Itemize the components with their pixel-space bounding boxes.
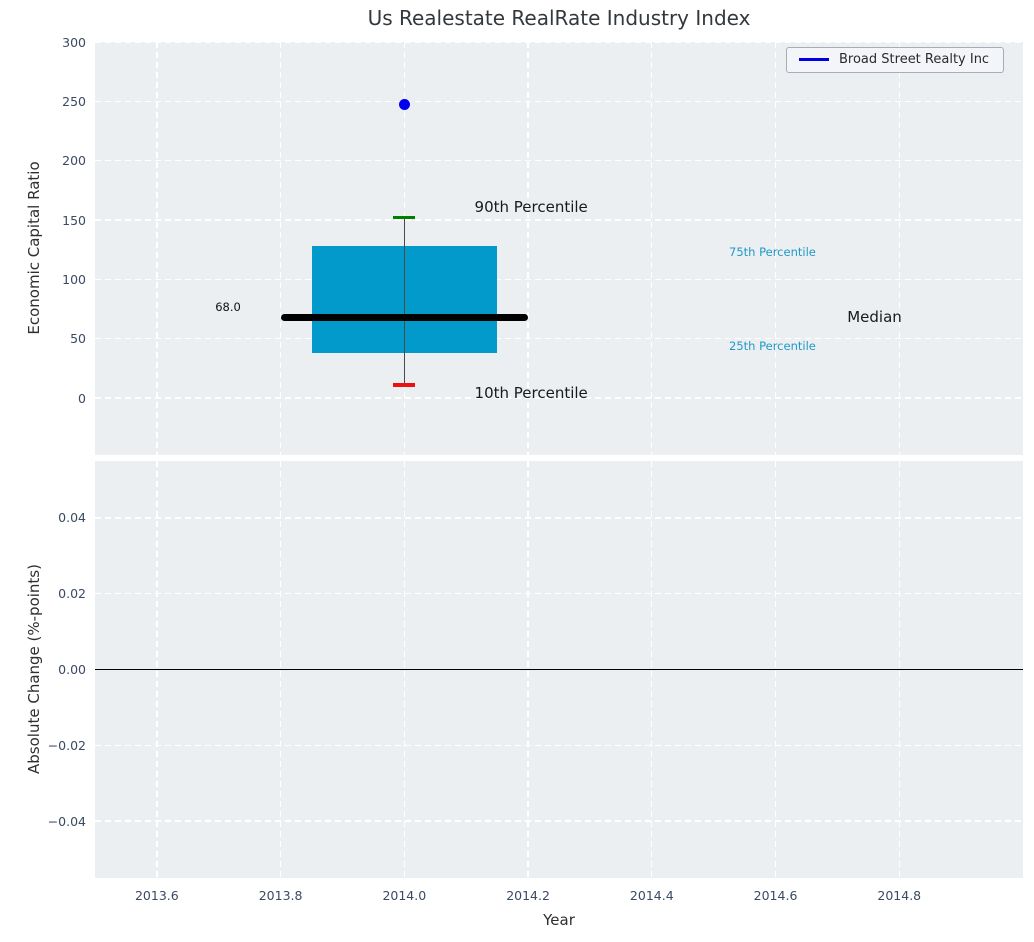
y-tick-label: 0: [78, 390, 86, 406]
x-axis-label: Year: [543, 911, 575, 929]
y-tick-label: 50: [70, 331, 86, 347]
gridline: [651, 42, 653, 455]
top-axes: 68.0 90th Percentile 10th Percentile 75th P…: [95, 42, 1023, 455]
gridline: [156, 42, 158, 455]
bottom-axes: [95, 461, 1023, 878]
x-tick-label: 2014.6: [753, 888, 798, 903]
gridline: [95, 592, 1023, 595]
y-tick-label: 0.04: [58, 510, 86, 526]
legend-line-swatch: [799, 58, 829, 61]
x-tick-label: 2014.8: [877, 888, 922, 903]
y-axis-label-top: Economic Capital Ratio: [25, 161, 43, 335]
gridline: [774, 42, 777, 455]
legend: Broad Street Realty Inc: [786, 47, 1005, 73]
y-tick-label: 0.00: [58, 662, 86, 677]
gridline: [279, 42, 282, 455]
gridline: [95, 517, 1023, 519]
company-point: [398, 99, 410, 111]
y-tick-label: 200: [62, 153, 86, 169]
gridline: [95, 337, 1023, 340]
zero-line: [95, 668, 1023, 671]
y-tick-label: 100: [62, 271, 86, 287]
median-line: [280, 313, 529, 321]
gridline: [95, 219, 1023, 221]
annotation: Median: [847, 308, 902, 327]
gridline: [527, 42, 529, 455]
chart-title: Us Realestate RealRate Industry Index: [367, 6, 751, 30]
x-tick-label: 2014.2: [506, 888, 550, 903]
annotation: 75th Percentile: [729, 245, 816, 260]
annotation: 25th Percentile: [729, 338, 816, 353]
gridline: [95, 278, 1023, 281]
y-tick-label: −0.04: [47, 813, 86, 829]
y-tick-label: 150: [62, 212, 86, 228]
gridline: [95, 159, 1023, 162]
x-tick-label: 2013.6: [134, 888, 179, 903]
y-tick-label: 300: [62, 34, 86, 50]
annotation: 90th Percentile: [474, 197, 588, 216]
x-tick-label: 2014.4: [629, 888, 674, 903]
y-tick-label: 250: [62, 93, 86, 109]
x-tick-label: 2013.8: [258, 888, 303, 903]
p10-cap: [393, 383, 416, 387]
x-tick-label: 2014.0: [382, 888, 427, 903]
gridline: [898, 42, 900, 455]
gridline: [95, 744, 1023, 746]
gridline: [95, 42, 1023, 43]
gridline: [95, 820, 1023, 822]
y-tick-label: −0.02: [47, 737, 86, 753]
y-tick-label: 0.02: [58, 586, 86, 602]
annotation: 68.0: [215, 299, 241, 314]
annotation: 10th Percentile: [474, 384, 588, 403]
legend-label: Broad Street Realty Inc: [839, 52, 990, 67]
whisker-line: [403, 217, 406, 385]
gridline: [95, 397, 1023, 399]
p90-cap: [393, 215, 416, 220]
gridline: [95, 100, 1023, 103]
